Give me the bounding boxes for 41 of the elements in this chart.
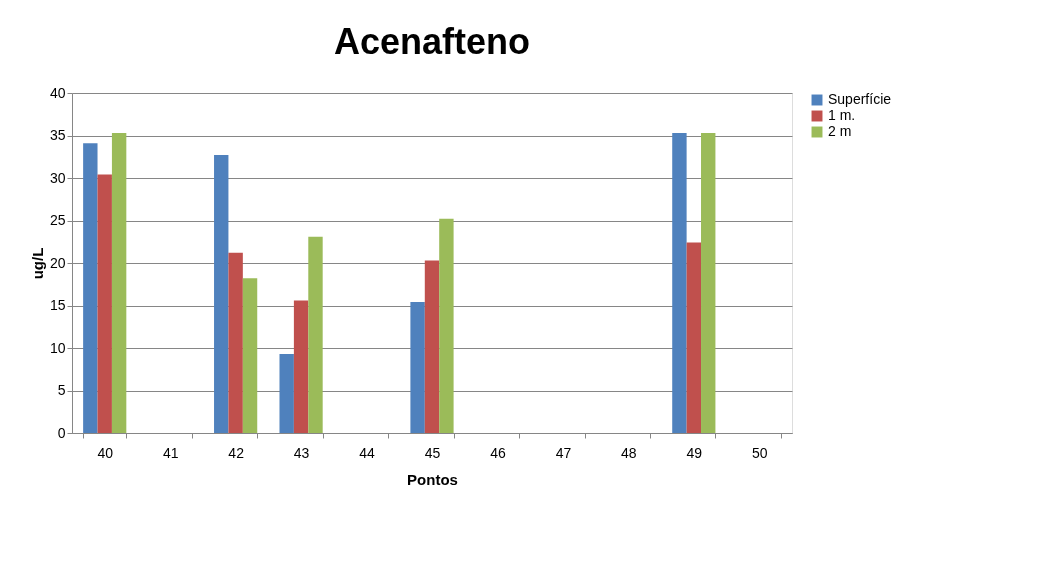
- x-tick-label: 49: [686, 444, 703, 461]
- y-tick-label: 20: [49, 254, 66, 271]
- x-tick-label: 42: [228, 444, 245, 461]
- legend-label: 1 m.: [828, 107, 856, 123]
- bar: [410, 302, 425, 433]
- bar: [672, 132, 687, 433]
- y-tick-label: 5: [57, 382, 66, 398]
- legend-label: Superfície: [828, 91, 892, 107]
- x-tick-label: 40: [97, 444, 114, 461]
- bar: [97, 174, 112, 433]
- y-tick-label: 25: [49, 212, 66, 228]
- x-axis-title: Pontos: [407, 470, 458, 488]
- x-tick-label: 44: [359, 444, 376, 461]
- x-tick-label: 43: [293, 444, 310, 461]
- y-tick-label: 15: [49, 297, 66, 313]
- x-tick-label: 47: [555, 444, 572, 461]
- bar: [111, 132, 127, 433]
- bar: [439, 218, 454, 433]
- bar: [242, 278, 258, 433]
- y-tick-label: 40: [49, 84, 66, 101]
- legend-label: 2 m: [828, 123, 852, 139]
- y-tick-label: 0: [57, 424, 66, 441]
- bar: [308, 236, 323, 433]
- x-tick-label: 48: [621, 444, 637, 461]
- chart-title: Acenafteno: [333, 21, 531, 62]
- bar: [686, 242, 702, 433]
- y-tick-label: 30: [49, 169, 66, 186]
- bar: [279, 353, 294, 433]
- bar: [424, 260, 440, 433]
- y-axis-title: ug/L: [28, 247, 46, 280]
- bar: [228, 252, 243, 433]
- bar: [83, 143, 98, 433]
- bar: [214, 155, 229, 433]
- y-tick-label: 35: [49, 127, 66, 143]
- x-tick-label: 41: [162, 444, 179, 461]
- x-tick-label: 46: [490, 444, 506, 461]
- y-tick-label: 10: [49, 339, 66, 356]
- x-tick-label: 45: [424, 444, 441, 461]
- bar: [293, 300, 309, 433]
- x-tick-label: 50: [751, 444, 768, 461]
- bar: [701, 132, 716, 433]
